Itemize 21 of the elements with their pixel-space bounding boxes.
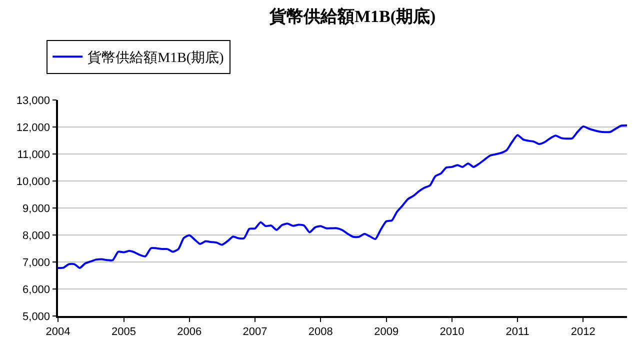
legend-label: 貨幣供給額M1B(期底) xyxy=(88,50,224,66)
line-series xyxy=(58,124,627,269)
y-tick-label: 13,000 xyxy=(16,94,50,107)
x-tick-label: 2012 xyxy=(570,326,596,338)
y-tick-label: 9,000 xyxy=(22,202,50,215)
x-tick-label: 2004 xyxy=(46,326,70,338)
x-tick-label: 2008 xyxy=(308,326,333,338)
x-tick-label: 2010 xyxy=(440,326,464,338)
y-tick-label: 6,000 xyxy=(22,284,50,296)
x-tick-label: 2005 xyxy=(112,326,136,338)
y-tick-label: 8,000 xyxy=(22,230,50,242)
x-tick-label: 2006 xyxy=(177,326,202,338)
y-tick-label: 11,000 xyxy=(17,148,50,161)
y-tick-label: 7,000 xyxy=(22,256,50,269)
y-tick-label: 10,000 xyxy=(16,176,50,188)
x-tick-label: 2009 xyxy=(374,326,399,338)
x-tick-label: 2007 xyxy=(242,326,268,338)
y-tick-label: 5,000 xyxy=(22,310,50,323)
x-tick-label: 2011 xyxy=(506,326,530,338)
chart-title: 貨幣供給額M1B(期底) xyxy=(268,7,436,26)
y-tick-label: 12,000 xyxy=(16,122,50,134)
